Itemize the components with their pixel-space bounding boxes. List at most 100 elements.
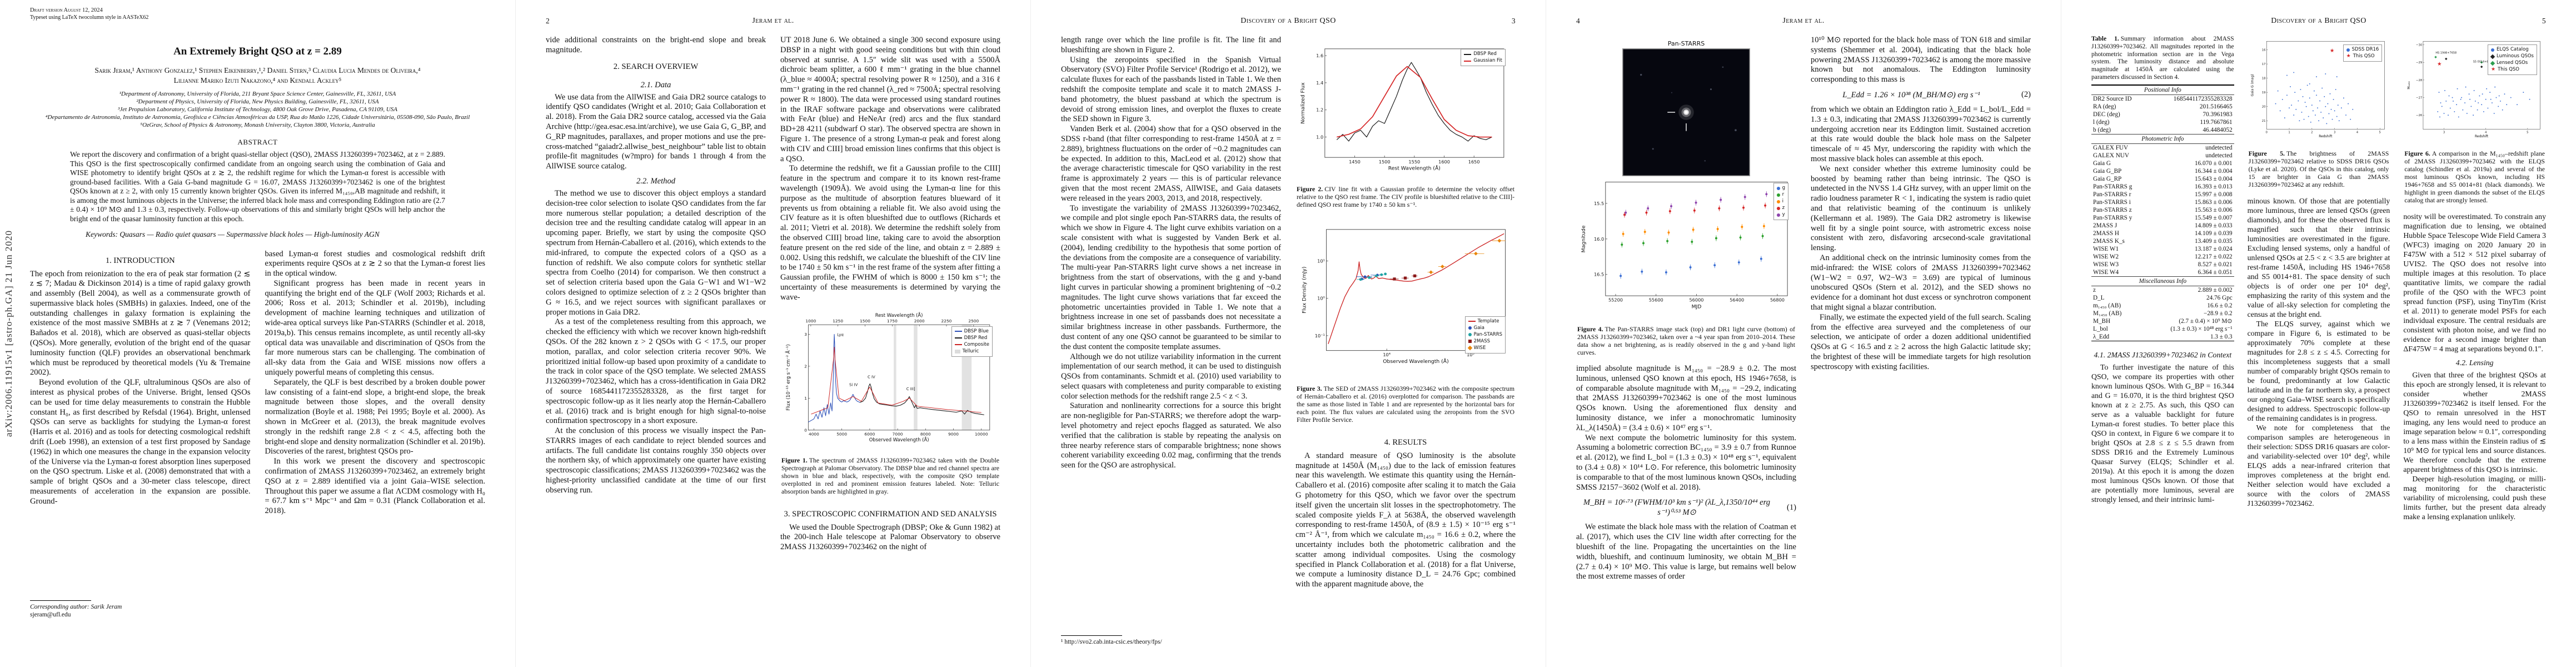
svg-text:Redshift: Redshift (2319, 135, 2333, 138)
panstarrs-cutout-panel: Pan-STARRS (1576, 40, 1796, 176)
svg-text:56000: 56000 (1689, 297, 1703, 303)
svg-text:Rest Wavelength (Å): Rest Wavelength (Å) (1388, 165, 1441, 172)
body-paragraph: The epoch from reionization to the era o… (30, 269, 251, 377)
svg-text:−29: −29 (2416, 61, 2422, 64)
svg-text:S5 0014+81: S5 0014+81 (2473, 60, 2490, 63)
body-paragraph: The ELQS survey, against which we compar… (2247, 320, 2390, 423)
figure-6-chart: 3 4 5 −26 −27 −28 −29 −30 ★ HS 1946+7658 S5 0014+8… (2403, 36, 2546, 147)
corresponding-author-email: sjeram@ufl.edu (30, 611, 71, 618)
corresponding-author-label: Corresponding author: Sarik Jeram (30, 603, 122, 610)
figure-2: 1450 1500 1550 1600 1650 1.0 1.2 1.4 1.6 Rest Wav… (1296, 40, 1516, 214)
figure-1-legend: DBSP Blue DBSP Red Composite Telluric (951, 326, 993, 357)
figure-5-legend: SDSS DR16 ★ This QSO (2343, 44, 2383, 62)
body-paragraph: Saturation and nonlinearity corrections … (1061, 401, 1281, 470)
page5-band-table: Table 1. Summary information about 2MASS … (2091, 36, 2234, 646)
keywords-line: Keywords: Quasars — Radio quiet quasars … (86, 230, 380, 238)
page-1: arXiv:2006.11915v1 [astro-ph.GA] 21 Jun … (0, 0, 515, 667)
svg-text:6000: 6000 (864, 431, 875, 436)
svg-text:1: 1 (2288, 131, 2290, 134)
svg-text:Lyα: Lyα (837, 332, 844, 337)
figure-4: Pan-STARRS (1576, 40, 1796, 362)
svg-text:1500: 1500 (860, 318, 870, 323)
body-paragraph: To determine the redshift, we fit a Gaus… (780, 164, 1000, 302)
svg-text:1: 1 (804, 396, 807, 401)
section-heading-introduction: 1. INTRODUCTION (105, 256, 175, 265)
table-row: WISE W1 13.187 ± 0.024 (2093, 245, 2233, 252)
page1-column-right: based Lyman-α forest studies and cosmolo… (265, 250, 486, 619)
svg-text:16.5: 16.5 (1594, 272, 1604, 277)
svg-text:1650: 1650 (1468, 159, 1480, 165)
page2-column-right: UT 2018 June 6. We obtained a single 300… (780, 36, 1000, 646)
svg-text:−27: −27 (2416, 96, 2422, 99)
panstarrs-cutout-image (1622, 48, 1750, 176)
page-number: 5 (2542, 17, 2546, 25)
table-row: DR2 Source ID 1685441172355283328 (2093, 95, 2233, 102)
table-section-row: Photometric Info (2091, 133, 2234, 144)
svg-text:Si IV: Si IV (849, 382, 858, 387)
svg-text:C III]: C III] (906, 386, 915, 391)
figure-caption-text: The brightness of 2MASS J13260399+702346… (2248, 150, 2389, 189)
table-row: Pan-STARRS z 15.563 ± 0.006 (2093, 206, 2233, 213)
paper-title: An Extremely Bright QSO at z = 2.89 (173, 46, 342, 57)
figure-label: Figure 5. (2248, 150, 2285, 158)
page4-column-right: 10¹⁰ M⊙ reported for the black hole mass… (1811, 36, 2031, 646)
body-paragraph: In this work we present the discovery an… (265, 457, 486, 516)
table-row: DEC (deg) 70.3961983 (2093, 111, 2233, 118)
body-paragraph: length range over which the line profile… (1061, 36, 1281, 54)
figure-caption-text: CIV line fit with a Gaussian profile to … (1297, 185, 1514, 209)
abstract-text: We report the discovery and confirmation… (70, 150, 445, 223)
subsection-heading-method: 2.2. Method (636, 176, 676, 186)
body-paragraph: Separately, the QLF is best described by… (265, 377, 486, 456)
body-paragraph: At the conclusion of this process we vis… (546, 426, 766, 495)
svg-text:10⁻¹: 10⁻¹ (1315, 333, 1325, 339)
svg-text:15.5: 15.5 (1594, 201, 1604, 206)
svg-text:1500: 1500 (1379, 159, 1391, 165)
equation-number: (2) (2021, 90, 2031, 99)
equation-2: L_Edd = 1.26 × 10³⁸ (M_BH/M⊙) erg s⁻¹ (2… (1811, 90, 2031, 100)
svg-text:8000: 8000 (920, 431, 931, 436)
svg-text:1250: 1250 (833, 318, 843, 323)
svg-text:Observed Wavelength (Å): Observed Wavelength (Å) (869, 436, 929, 442)
figure-label: Figure 3. (1297, 384, 1322, 392)
svg-text:10⁴: 10⁴ (1383, 352, 1391, 358)
page-number: 2 (546, 17, 550, 25)
page2-column-left: vide additional constraints on the brigh… (546, 36, 766, 646)
svg-text:7000: 7000 (893, 431, 903, 436)
svg-text:16: 16 (2261, 48, 2265, 52)
subsection-heading-lensing: 4.2. Lensing (2455, 359, 2494, 367)
table-row: 2MASS J 14.809 ± 0.033 (2093, 222, 2233, 229)
svg-text:20: 20 (2261, 106, 2265, 109)
equation-1: M_BH = 10⁶·⁷³ (FWHM/10³ km s⁻¹)² (λL_λ,1… (1576, 497, 1796, 517)
svg-text:10¹: 10¹ (1317, 258, 1325, 264)
affiliation: ³Jet Propulsion Laboratory, California I… (117, 106, 398, 113)
svg-text:10⁵: 10⁵ (1467, 352, 1474, 358)
draft-version-line: Draft version August 12, 2024 (30, 7, 103, 13)
svg-text:1750: 1750 (887, 318, 898, 323)
svg-text:Normalized Flux: Normalized Flux (1300, 82, 1306, 124)
svg-text:55600: 55600 (1649, 297, 1663, 303)
svg-text:21: 21 (2261, 120, 2265, 123)
svg-text:1.4: 1.4 (1316, 80, 1323, 86)
body-paragraph: Significant progress has been made in re… (265, 278, 486, 377)
page5-band-fig6: 3 4 5 −26 −27 −28 −29 −30 ★ HS 1946+7658 S5 0014+8… (2403, 36, 2546, 646)
figure-1-caption: Figure 1. The spectrum of 2MASS J13260399… (781, 456, 999, 495)
m1450-redshift-plot: 3 4 5 −26 −27 −28 −29 −30 ★ HS 1946+7658 S5 0014+8… (2407, 41, 2541, 138)
draft-note: Draft version August 12, 2024 Typeset us… (30, 7, 148, 21)
body-paragraph: To investigate the variability of 2MASS … (1061, 203, 1281, 351)
sed-plot: 10⁴ 10⁵ 10⁻¹ 10⁰ 10¹ Observed Wavelength (Å) F… (1301, 229, 1506, 365)
body-paragraph: An additional check on the intrinsic lum… (1811, 253, 2031, 312)
equation-body: M_BH = 10⁶·⁷³ (FWHM/10³ km s⁻¹)² (λL_λ,1… (1583, 498, 1771, 517)
body-paragraph: We next compute the bolometric luminosit… (1576, 433, 1796, 492)
figure-4-caption: Figure 4. The Pan-STARRS image stack (top… (1577, 325, 1795, 356)
table-row: l (deg) 119.7667861 (2093, 118, 2233, 126)
figure-2-caption: Figure 2. CIV line fit with a Gaussian pr… (1297, 185, 1514, 208)
body-paragraph: We used the Double Spectrograph (DBSP; O… (780, 522, 1000, 552)
figure-label: Figure 2. (1297, 185, 1323, 193)
svg-text:2: 2 (2311, 131, 2313, 134)
figure-2-legend: DBSP Red Gaussian Fit (1461, 49, 1506, 67)
svg-text:1600: 1600 (1438, 159, 1450, 165)
svg-text:0: 0 (2265, 131, 2268, 134)
body-paragraph: Finally, we estimate the expected yield … (1811, 312, 2031, 371)
figure-5-chart: 0 1 2 3 4 5 16 17 18 19 20 21 ★ Redshift Gaia G (mag) … (2248, 36, 2390, 147)
figure-caption-text: The Pan-STARRS image stack (top) and DR1… (1577, 325, 1795, 356)
